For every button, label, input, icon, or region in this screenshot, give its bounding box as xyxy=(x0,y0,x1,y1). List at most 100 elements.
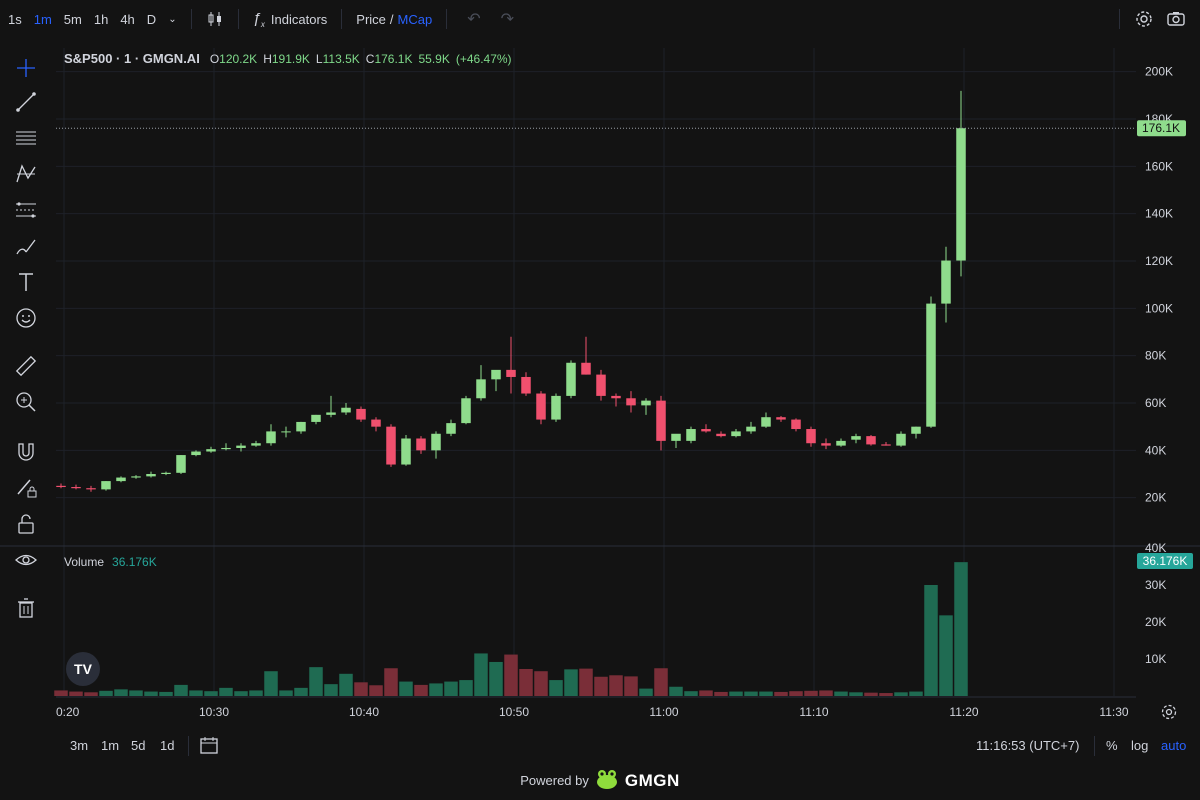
trash-icon[interactable] xyxy=(14,596,38,620)
volume-bar xyxy=(909,691,923,696)
volume-bar xyxy=(729,691,743,696)
volume-bar xyxy=(99,690,113,696)
zoom-icon[interactable] xyxy=(14,390,38,414)
volume-bar xyxy=(114,689,128,696)
volume-bar xyxy=(489,661,503,696)
auto-toggle[interactable]: auto xyxy=(1161,738,1187,753)
candle-body xyxy=(491,369,501,380)
candle-body xyxy=(206,449,216,452)
trendline-icon[interactable] xyxy=(14,90,38,114)
volume-bar xyxy=(624,676,638,696)
x-tick-label: 10:40 xyxy=(349,705,379,719)
close-value: 176.1K xyxy=(374,51,413,66)
high-key: H xyxy=(263,51,272,66)
range-1d[interactable]: 1d xyxy=(160,738,175,753)
candle-body xyxy=(851,436,861,440)
eye-icon[interactable] xyxy=(14,548,38,572)
candle-body xyxy=(716,433,726,437)
volume-bar xyxy=(309,667,323,696)
log-toggle[interactable]: log xyxy=(1131,738,1149,753)
gmgn-brand[interactable]: GMGN xyxy=(624,770,680,790)
volume-bar xyxy=(879,693,893,696)
candle-body xyxy=(926,303,936,427)
volume-tag: 36.176K xyxy=(1143,554,1188,568)
candle-type-icon[interactable] xyxy=(200,10,230,28)
settings-gear-icon[interactable] xyxy=(1128,9,1160,29)
tf-4h[interactable]: 4h xyxy=(120,11,135,27)
indicators-button[interactable]: ƒx Indicators xyxy=(247,10,334,29)
percent-toggle[interactable]: % xyxy=(1106,738,1118,753)
range-1m[interactable]: 1m xyxy=(101,738,120,753)
tf-1h[interactable]: 1h xyxy=(93,11,109,27)
tf-5m[interactable]: 5m xyxy=(63,11,82,27)
y-tick-label: 60K xyxy=(1145,396,1166,410)
candle-body xyxy=(326,412,336,415)
undo-icon[interactable]: ↶ xyxy=(467,11,481,28)
range-3m[interactable]: 3m xyxy=(70,738,89,753)
volume-bar xyxy=(774,691,788,696)
volume-bar xyxy=(429,683,443,696)
candle-body xyxy=(386,426,396,465)
tf-1s[interactable]: 1s xyxy=(8,11,22,27)
divider xyxy=(237,9,239,29)
volume-bar xyxy=(669,686,683,696)
ruler-icon[interactable] xyxy=(14,354,38,378)
candle-body xyxy=(521,376,531,394)
candle-body xyxy=(596,374,606,396)
volume-bar xyxy=(954,562,968,696)
brush-icon[interactable] xyxy=(14,234,38,258)
y-tick-label: 200K xyxy=(1145,65,1173,79)
indicators-label: Indicators xyxy=(270,11,328,27)
magnet-icon[interactable] xyxy=(14,440,38,464)
lock-icon[interactable] xyxy=(14,512,38,536)
calendar-icon[interactable] xyxy=(198,734,220,759)
volume-bar xyxy=(189,690,203,696)
volume-bar xyxy=(129,690,143,696)
tradingview-logo[interactable]: TV xyxy=(66,652,100,686)
horizontal-lines-icon[interactable] xyxy=(14,126,38,150)
pattern-icon[interactable] xyxy=(14,162,38,186)
candle-body xyxy=(836,440,846,446)
volume-bar xyxy=(474,653,488,696)
volume-bar xyxy=(864,692,878,696)
camera-icon[interactable] xyxy=(1160,9,1192,29)
x-tick-label: 11:10 xyxy=(799,705,828,719)
price-mcap-toggle[interactable]: Price / MCap xyxy=(350,12,438,27)
crosshair-icon[interactable] xyxy=(14,56,38,80)
volume-bar xyxy=(369,685,383,696)
y-tick-label: 20K xyxy=(1145,491,1166,505)
candle-body xyxy=(296,421,306,432)
symbol-title[interactable]: S&P500 · 1 · GMGN.AI xyxy=(64,51,200,66)
tf-d[interactable]: D xyxy=(146,11,157,27)
volume-bar xyxy=(459,680,473,696)
candle-body xyxy=(461,398,471,424)
volume-tick-label: 40K xyxy=(1145,541,1166,555)
candle-body xyxy=(371,419,381,427)
volume-bar xyxy=(264,671,278,696)
axis-settings-gear-icon[interactable] xyxy=(1160,703,1178,726)
emoji-icon[interactable] xyxy=(14,306,38,330)
volume-bar xyxy=(339,673,353,696)
candle-body xyxy=(416,438,426,451)
volume-bar xyxy=(159,691,173,696)
volume-value: 36.176K xyxy=(112,555,157,569)
timeframe-group: 1s 1m 5m 1h 4h D ⌄ xyxy=(0,12,183,27)
volume-bar xyxy=(684,691,698,696)
candle-body xyxy=(656,400,666,441)
fib-icon[interactable] xyxy=(14,198,38,222)
range-5d[interactable]: 5d xyxy=(131,738,146,753)
ohlc-legend: S&P500 · 1 · GMGN.AI O120.2K H191.9K L11… xyxy=(64,51,512,66)
clock-time[interactable]: 11:16:53 (UTC+7) xyxy=(976,738,1080,753)
text-icon[interactable] xyxy=(14,270,38,294)
candle-body xyxy=(821,443,831,446)
volume-bar xyxy=(789,691,803,696)
volume-tick-label: 10K xyxy=(1145,652,1166,666)
tf-1m[interactable]: 1m xyxy=(33,11,52,27)
candle-body xyxy=(341,407,351,413)
chevron-down-icon[interactable]: ⌄ xyxy=(168,13,177,25)
candle-body xyxy=(56,485,66,488)
lock-draw-icon[interactable] xyxy=(14,476,38,500)
volume-bar xyxy=(249,690,263,696)
redo-icon[interactable]: ↷ xyxy=(500,11,515,28)
